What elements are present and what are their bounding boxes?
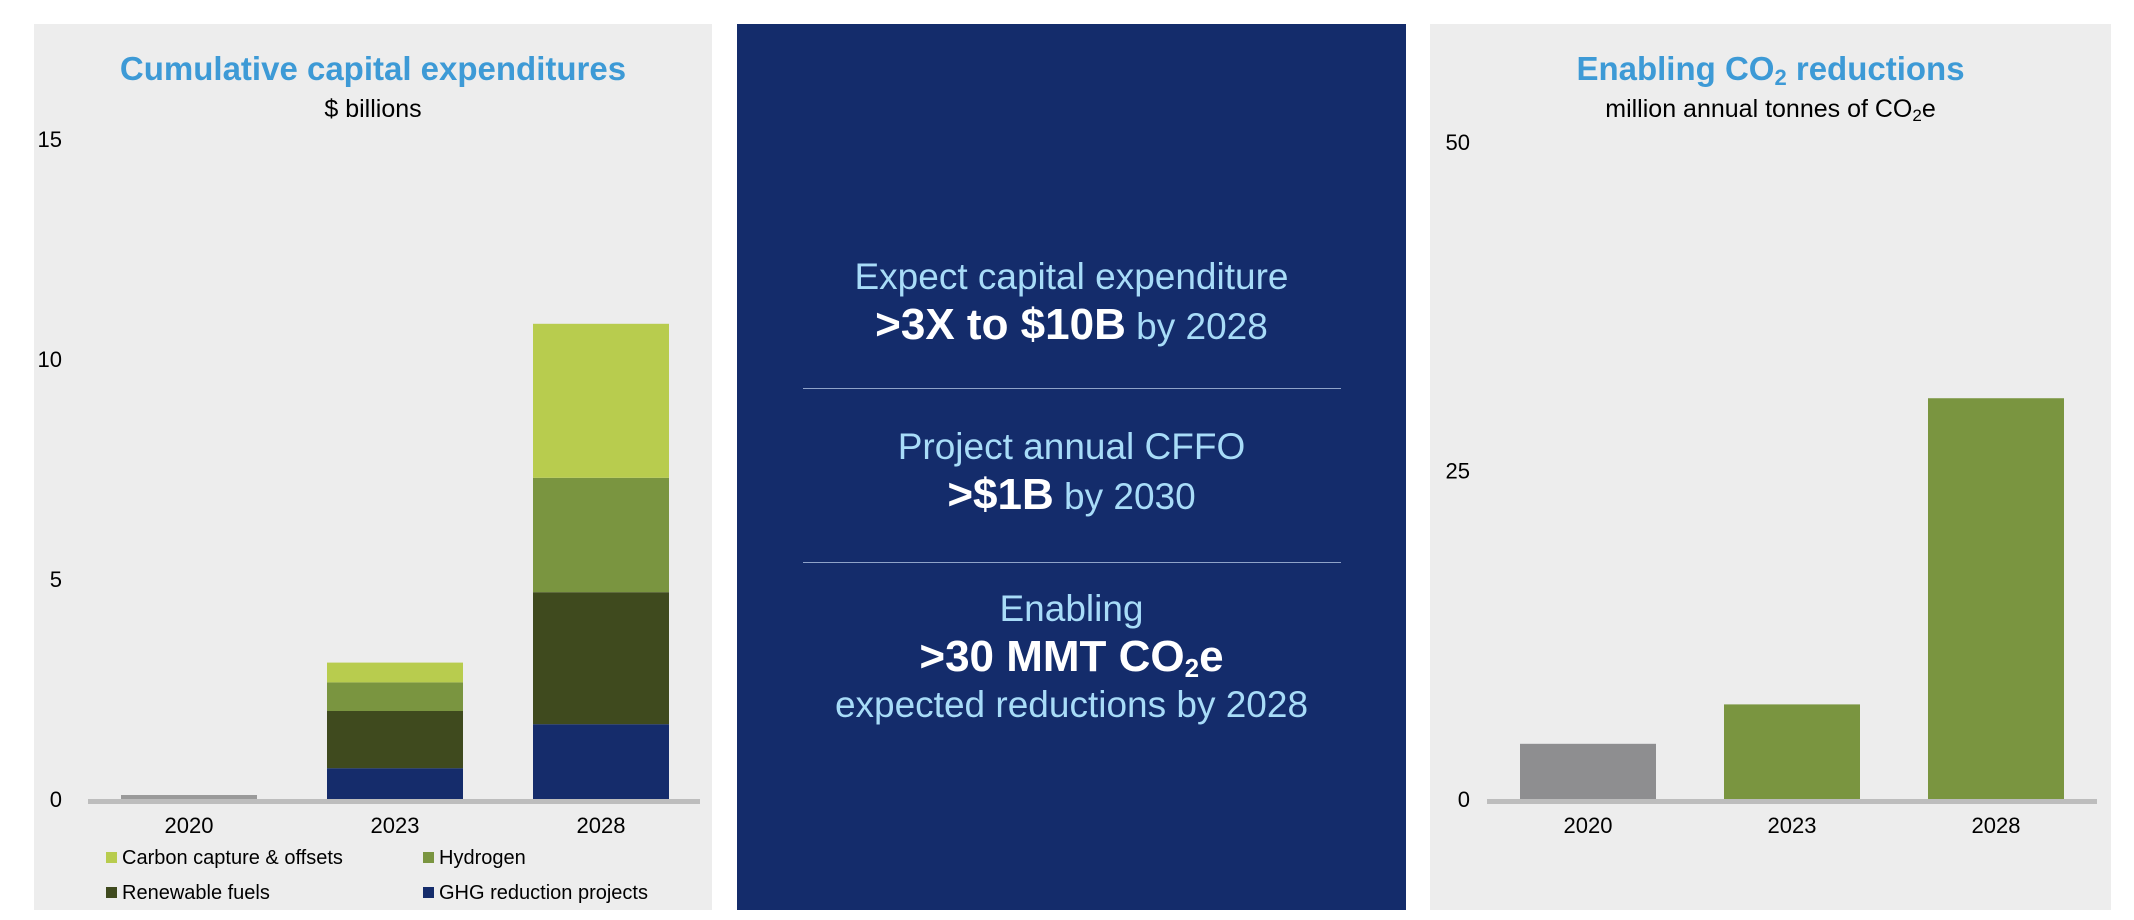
co2-highlight-value-line: >30 MMT CO2e [737, 632, 1406, 684]
legend-swatch-hydrogen [423, 852, 434, 863]
x-tick-label: 2023 [1768, 813, 1817, 838]
y-tick-label: 0 [1458, 787, 1470, 812]
co2-highlight: Enabling >30 MMT CO2e expected reduction… [737, 588, 1406, 726]
highlights-panel: Expect capital expenditure >3X to $10B b… [737, 24, 1406, 910]
bar-2028-renewable-fuels [533, 592, 669, 725]
bar-2023-renewable-fuels [327, 711, 463, 769]
legend-label-hydrogen: Hydrogen [439, 847, 526, 869]
legend-swatch-renewable-fuels [106, 887, 117, 898]
co2-highlight-suffix: e [1199, 632, 1224, 681]
bar-2023 [1724, 704, 1860, 799]
x-tick-label: 2020 [165, 813, 214, 838]
x-axis-line [1487, 799, 2097, 804]
co2-chart-plot: 0 25 50 2020 2023 2028 [1446, 130, 2097, 838]
x-axis-line [88, 799, 700, 804]
co2-highlight-label: Enabling [999, 588, 1144, 629]
bar-2028-hydrogen [533, 477, 669, 593]
co2-chart-title: Enabling CO2 reductions [1430, 50, 2111, 91]
bar-2020 [1520, 743, 1656, 799]
bar-2028 [1928, 398, 2064, 799]
bar-2028-carbon-capture-offsets [533, 323, 669, 478]
capex-highlight-value-line: >3X to $10B by 2028 [737, 300, 1406, 350]
capex-chart-subtitle: $ billions [324, 95, 422, 123]
cffo-highlight-year: by 2030 [1053, 476, 1196, 517]
y-tick-label: 25 [1446, 459, 1470, 484]
capex-highlight-label: Expect capital expenditure [854, 256, 1289, 297]
bar-2023-carbon-capture-offsets [327, 662, 463, 683]
co2-chart-subtitle-rest: e [1921, 95, 1936, 123]
co2-chart-title-rest: reductions [1786, 50, 1965, 87]
divider [803, 562, 1341, 563]
cffo-highlight-value: >$1B [947, 470, 1054, 519]
x-tick-label: 2028 [1972, 813, 2021, 838]
capex-chart-title: Cumulative capital expenditures [119, 50, 627, 87]
x-tick-label: 2028 [577, 813, 626, 838]
bar-2023-ghg-reduction-projects [327, 768, 463, 799]
co2-chart-subtitle: million annual tonnes of CO2e [1430, 95, 2111, 126]
y-tick-label: 5 [50, 567, 62, 592]
capex-chart-plot: 0 5 10 15 2020 2023 2028 Carbon capture & offse… [38, 127, 700, 904]
y-tick-label: 10 [38, 347, 62, 372]
co2-highlight-caption: expected reductions by 2028 [834, 684, 1309, 725]
bar-2023-hydrogen [327, 682, 463, 711]
co2-chart-panel: Enabling CO2 reductions million annual t… [1430, 24, 2111, 910]
co2-highlight-value: >30 MMT CO [919, 632, 1185, 681]
y-tick-label: 0 [50, 787, 62, 812]
co2-chart-subtitle-text: million annual tonnes of CO [1605, 95, 1913, 123]
y-tick-label: 15 [38, 127, 62, 152]
legend-label-ghg-reduction-projects: GHG reduction projects [439, 882, 648, 904]
divider [803, 388, 1341, 389]
bar-2020-segment [121, 795, 257, 799]
bar-2028-ghg-reduction-projects [533, 724, 669, 799]
legend-label-renewable-fuels: Renewable fuels [122, 882, 270, 904]
capex-highlight-value: >3X to $10B [875, 300, 1126, 349]
legend-swatch-ghg-reduction-projects [423, 887, 434, 898]
x-tick-label: 2023 [371, 813, 420, 838]
capex-highlight: Expect capital expenditure >3X to $10B b… [737, 256, 1406, 350]
cffo-highlight-label: Project annual CFFO [897, 426, 1246, 467]
cffo-highlight: Project annual CFFO >$1B by 2030 [737, 426, 1406, 520]
co2-chart-subtitle-subscript: 2 [1912, 106, 1922, 125]
legend-label-carbon-capture-offsets: Carbon capture & offsets [122, 847, 343, 869]
co2-chart-title-text: Enabling CO [1576, 50, 1775, 87]
co2-highlight-subscript: 2 [1184, 653, 1200, 683]
legend-swatch-carbon-capture-offsets [106, 852, 117, 863]
capex-highlight-year: by 2028 [1125, 306, 1268, 347]
x-tick-label: 2020 [1564, 813, 1613, 838]
co2-chart-title-subscript: 2 [1774, 65, 1787, 90]
y-tick-label: 50 [1446, 130, 1470, 155]
capex-chart-panel: Cumulative capital expenditures $ billio… [34, 24, 712, 910]
cffo-highlight-value-line: >$1B by 2030 [737, 470, 1406, 520]
